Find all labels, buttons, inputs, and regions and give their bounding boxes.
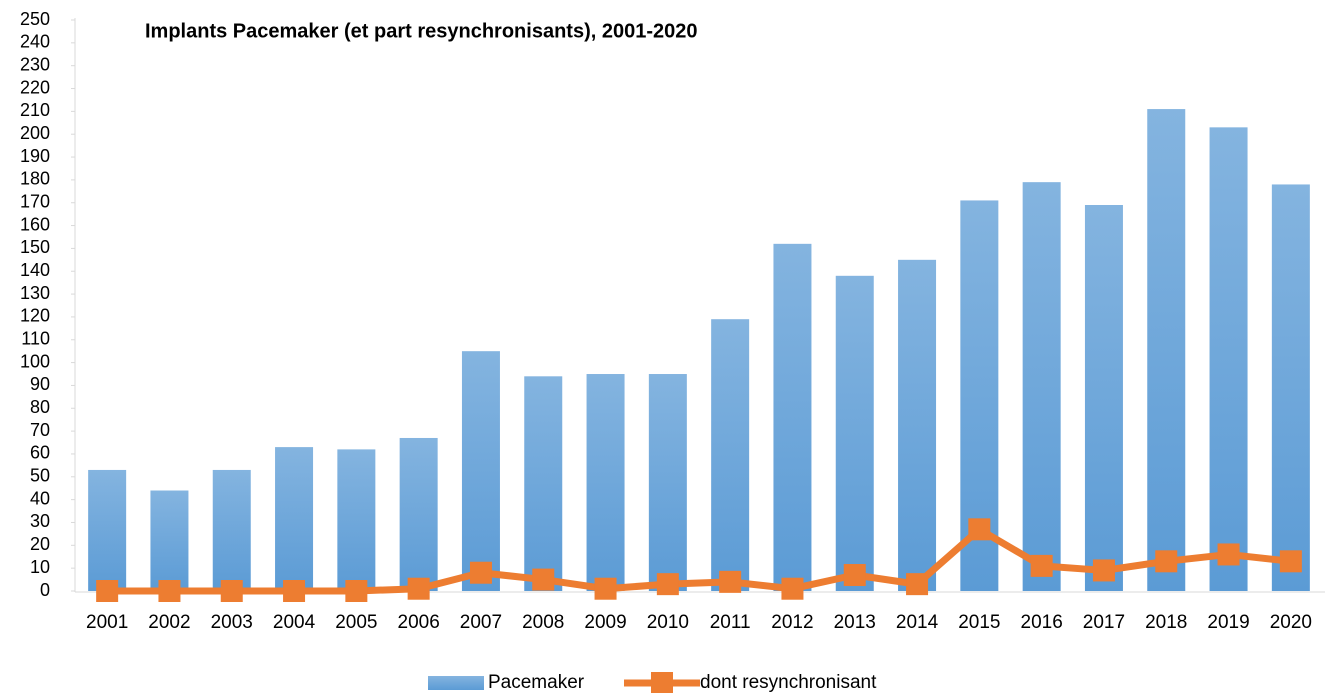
- x-tick-label: 2001: [86, 612, 128, 633]
- x-tick-label: 2009: [584, 612, 626, 633]
- x-tick-label: 2017: [1083, 612, 1125, 633]
- y-tick-label: 200: [20, 123, 50, 143]
- y-tick-label: 220: [20, 77, 50, 97]
- y-tick-label: 120: [20, 306, 50, 326]
- x-tick-label: 2018: [1145, 612, 1187, 633]
- line-marker: [906, 573, 929, 596]
- line-marker: [532, 568, 555, 591]
- bar: [524, 376, 563, 591]
- bar: [1209, 127, 1248, 592]
- y-tick-label: 40: [30, 488, 50, 508]
- y-tick-label: 180: [20, 169, 50, 189]
- legend-label: dont resynchronisant: [700, 672, 877, 693]
- line-marker: [656, 573, 679, 596]
- bar: [711, 319, 750, 591]
- bar: [212, 469, 251, 591]
- x-tick-label: 2015: [958, 612, 1000, 633]
- y-tick-label: 160: [20, 214, 50, 234]
- line-marker: [719, 570, 742, 593]
- x-tick-label: 2016: [1021, 612, 1063, 633]
- x-tick-label: 2002: [148, 612, 190, 633]
- legend-swatch: [428, 676, 484, 690]
- y-tick-label: 240: [20, 32, 50, 52]
- x-tick-label: 2003: [211, 612, 253, 633]
- line-marker: [1155, 550, 1178, 573]
- bar: [399, 437, 438, 591]
- y-tick-label: 60: [30, 443, 50, 463]
- bar: [1022, 182, 1061, 591]
- line-marker: [1092, 559, 1115, 582]
- line-marker: [158, 580, 181, 602]
- line-marker: [843, 564, 866, 587]
- x-tick-label: 2011: [710, 612, 751, 633]
- bar: [88, 469, 127, 591]
- bar: [898, 259, 937, 591]
- bar: [835, 275, 874, 591]
- y-tick-label: 110: [21, 329, 50, 349]
- x-tick-label: 2005: [335, 612, 377, 633]
- line-marker: [220, 580, 243, 602]
- bar: [1147, 109, 1186, 592]
- line-marker: [968, 518, 991, 541]
- bar: [1084, 205, 1123, 591]
- y-tick-label: 150: [20, 237, 50, 257]
- y-tick-label: 0: [40, 580, 50, 600]
- line-marker: [469, 561, 492, 584]
- x-tick-label: 2013: [834, 612, 876, 633]
- x-tick-label: 2004: [273, 612, 316, 633]
- y-tick-label: 130: [20, 283, 50, 303]
- y-tick-label: 10: [30, 557, 50, 577]
- line-marker: [407, 577, 430, 600]
- y-tick-label: 30: [30, 511, 50, 531]
- legend-marker: [651, 672, 673, 694]
- y-tick-label: 70: [30, 420, 50, 440]
- y-tick-label: 230: [20, 54, 50, 74]
- line-marker: [594, 577, 617, 600]
- bar: [1271, 184, 1310, 591]
- bar: [461, 351, 500, 591]
- x-tick-label: 2008: [522, 612, 564, 633]
- line-marker: [96, 580, 119, 602]
- bar: [648, 374, 687, 591]
- y-tick-label: 140: [20, 260, 50, 280]
- x-tick-label: 2010: [647, 612, 689, 633]
- y-tick-label: 20: [30, 534, 50, 554]
- line-marker: [1217, 543, 1240, 566]
- bar: [275, 447, 314, 591]
- bar: [337, 449, 376, 591]
- x-tick-label: 2006: [398, 612, 440, 633]
- x-tick-label: 2014: [896, 612, 939, 633]
- line-marker: [1279, 550, 1302, 573]
- line-marker: [283, 580, 306, 602]
- y-tick-label: 190: [20, 146, 50, 166]
- line-marker: [1030, 554, 1053, 577]
- bar: [773, 243, 812, 591]
- y-tick-label: 50: [30, 466, 50, 486]
- chart-title: Implants Pacemaker (et part resynchronis…: [145, 20, 697, 42]
- y-tick-label: 170: [20, 191, 50, 211]
- y-tick-label: 100: [20, 351, 50, 371]
- y-tick-label: 250: [20, 9, 50, 29]
- legend-label: Pacemaker: [488, 672, 585, 693]
- y-tick-label: 80: [30, 397, 50, 417]
- x-tick-label: 2020: [1270, 612, 1312, 633]
- x-tick-label: 2007: [460, 612, 502, 633]
- y-tick-label: 210: [20, 100, 50, 120]
- x-tick-label: 2019: [1207, 612, 1249, 633]
- bar: [150, 490, 189, 591]
- line-marker: [345, 580, 368, 602]
- y-tick-label: 90: [30, 374, 50, 394]
- line-marker: [781, 577, 804, 600]
- bar: [586, 374, 625, 591]
- x-tick-label: 2012: [771, 612, 813, 633]
